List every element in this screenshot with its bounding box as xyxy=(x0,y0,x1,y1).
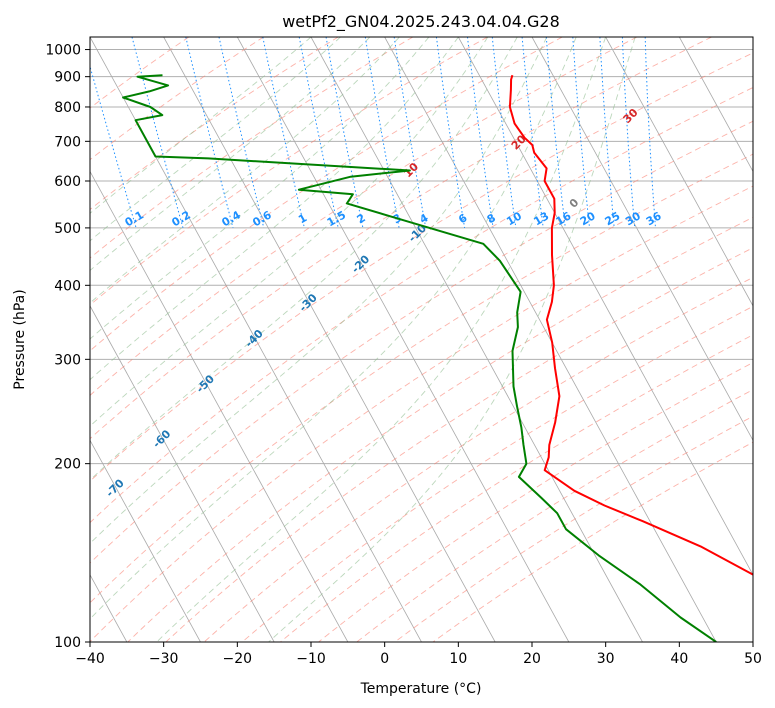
mixing-ratio-line xyxy=(218,37,265,229)
x-tick-label: −30 xyxy=(149,651,179,667)
y-tick-label: 300 xyxy=(54,352,81,368)
dry-adiabat-line xyxy=(90,153,753,604)
mixing-ratio-line xyxy=(364,37,400,228)
y-tick-label: 100 xyxy=(54,635,81,651)
x-tick-label: −40 xyxy=(75,651,105,667)
isotherm-line xyxy=(384,37,717,642)
moist-adiabat-line xyxy=(90,37,312,214)
dry-adiabat-line xyxy=(90,185,753,642)
isotherm-line xyxy=(605,37,753,307)
mixing-ratio-line xyxy=(467,37,494,228)
mixing-ratio-line xyxy=(90,64,137,229)
mixing-ratio-line xyxy=(521,37,544,228)
dry-adiabat-line xyxy=(90,52,753,482)
isotherm-line xyxy=(531,37,753,442)
isotherm-line xyxy=(163,37,496,642)
y-tick-label: 700 xyxy=(54,134,81,150)
sounding-profiles xyxy=(122,74,753,642)
dry-adiabat-line xyxy=(90,120,753,564)
moist-adiabat-line xyxy=(156,37,607,642)
dewpoint-line xyxy=(122,74,717,642)
y-tick-label: 500 xyxy=(54,221,81,237)
moist-adiabat-line xyxy=(90,37,341,242)
x-tick-label: 20 xyxy=(523,651,541,667)
temperature-line xyxy=(508,74,753,576)
x-axis-title: Temperature (°C) xyxy=(360,681,482,697)
mixing-ratio-line xyxy=(393,37,427,228)
y-tick-label: 200 xyxy=(54,457,81,473)
y-tick-label: 400 xyxy=(54,278,81,294)
plot-frame xyxy=(89,36,754,643)
mixing-ratio-line xyxy=(298,37,339,229)
dry-adiabat-label: 40 xyxy=(751,73,771,93)
x-tick-label: 30 xyxy=(597,651,615,667)
moist-adiabat-line xyxy=(90,37,489,427)
isotherm-line xyxy=(90,170,349,642)
dry-adiabat-line xyxy=(280,334,753,642)
isotherm-line xyxy=(678,37,753,173)
mixing-ratio-line xyxy=(325,37,364,228)
mixing-ratio-line xyxy=(131,37,184,229)
mixing-ratio-line xyxy=(435,37,466,228)
x-tick-label: 50 xyxy=(744,651,762,667)
x-tick-label: 10 xyxy=(449,651,467,667)
dry-adiabat-line xyxy=(318,362,753,642)
isotherm-line xyxy=(236,37,570,642)
axes: −40 −30 −20 −10 0 10 20 30 40 50 100 200 300 400 500 60… xyxy=(45,43,762,667)
mixing-ratio-line xyxy=(262,37,305,229)
dry-adiabat-line xyxy=(356,389,753,642)
y-axis-title: Pressure (hPa) xyxy=(12,289,28,389)
y-tick-label: 1000 xyxy=(45,43,81,59)
moist-adiabat-line xyxy=(90,37,577,620)
dry-adiabat-line xyxy=(127,216,753,642)
x-tick-label: 0 xyxy=(380,651,389,667)
isotherm-line xyxy=(90,305,275,642)
moist-adiabat-line xyxy=(90,37,430,340)
x-tick-label: −20 xyxy=(223,651,253,667)
dry-adiabat-line xyxy=(165,247,753,642)
y-tick-label: 900 xyxy=(54,70,81,86)
mixing-ratio-line xyxy=(491,37,517,228)
x-tick-label: 40 xyxy=(670,651,688,667)
y-tick-label: 800 xyxy=(54,100,81,116)
dry-adiabat-line xyxy=(90,86,753,524)
dry-adiabat-line xyxy=(90,37,563,352)
isotherm-line xyxy=(457,37,753,576)
dry-adiabat-line xyxy=(432,441,753,642)
chart-title: wetPf2_GN04.2025.243.04.04.G28 xyxy=(282,12,560,32)
isotherm-line xyxy=(90,439,201,642)
mixing-ratio-line xyxy=(185,37,234,229)
dry-adiabat-line xyxy=(394,415,753,642)
x-tick-label: −10 xyxy=(296,651,326,667)
moist-adiabat-line xyxy=(268,37,636,642)
y-tick-label: 600 xyxy=(54,174,81,190)
moist-adiabat-line xyxy=(90,37,371,272)
dry-adiabat-line xyxy=(90,37,638,396)
moist-adiabat-line xyxy=(90,37,400,304)
